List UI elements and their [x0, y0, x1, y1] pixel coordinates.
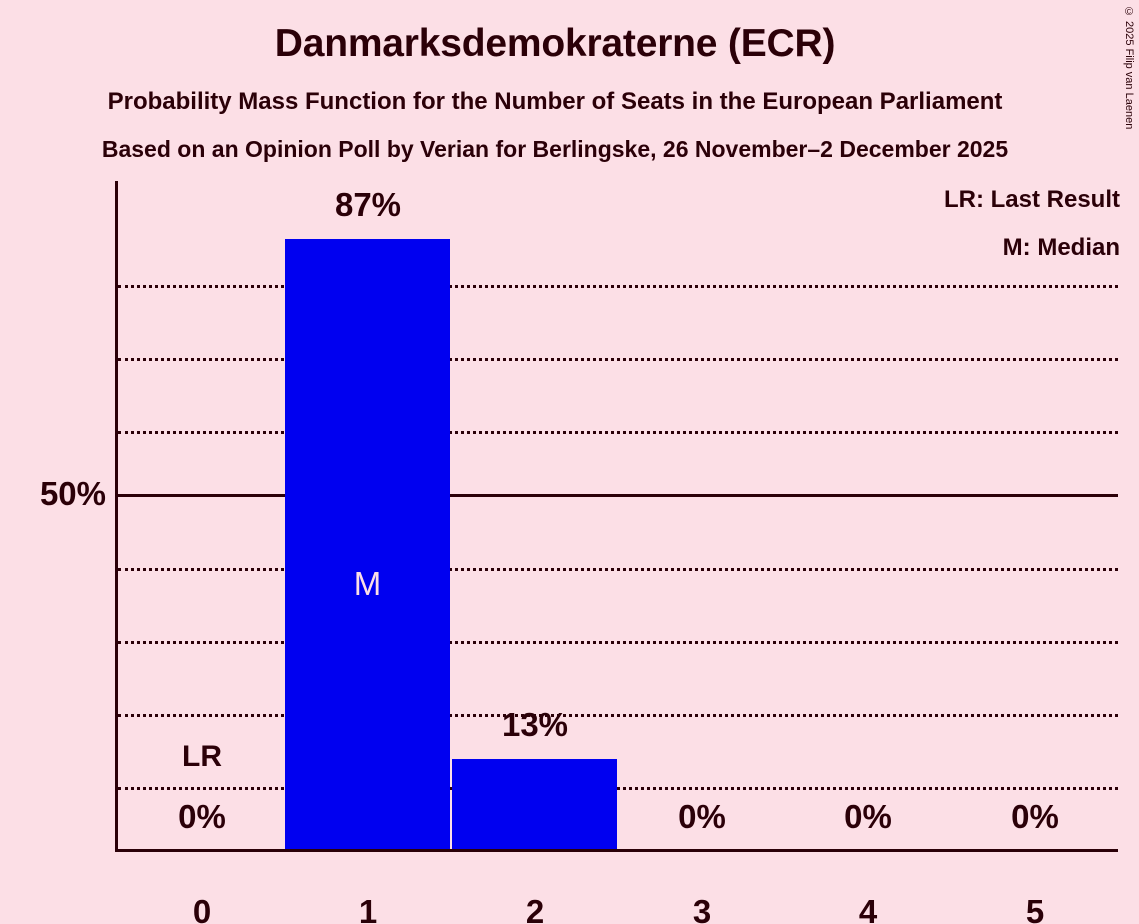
plot-area: M	[115, 181, 1118, 852]
x-tick-5: 5	[1025, 893, 1045, 924]
value-label-seat-0: 0%	[178, 798, 226, 835]
y-axis-tick-label-50: 50%	[39, 475, 106, 512]
gridline-12-5	[118, 714, 1118, 717]
legend-last-result: LR: Last Result	[943, 186, 1120, 213]
x-axis-line	[115, 849, 1118, 852]
value-label-seat-1: 87%	[334, 186, 402, 223]
gridline-50	[118, 494, 1118, 497]
x-tick-3: 3	[692, 893, 712, 924]
page-title: Danmarksdemokraterne (ECR)	[274, 22, 836, 65]
value-label-seat-3: 0%	[678, 798, 726, 835]
chart-source-subtitle: Based on an Opinion Poll by Verian for B…	[101, 136, 1009, 162]
gridline-87-5	[118, 285, 1118, 288]
x-tick-2: 2	[525, 893, 545, 924]
gridline-37-5	[118, 568, 1118, 571]
last-result-marker: LR	[182, 740, 222, 773]
chart-subtitle: Probability Mass Function for the Number…	[107, 88, 1003, 115]
bar-seat-1[interactable]: M	[285, 239, 450, 849]
x-tick-4: 4	[858, 893, 878, 924]
value-label-seat-4: 0%	[844, 798, 892, 835]
gridline-25	[118, 641, 1118, 644]
value-label-seat-5: 0%	[1011, 798, 1059, 835]
gridline-6-25	[118, 787, 1118, 790]
value-label-seat-2: 13%	[501, 706, 569, 743]
x-tick-1: 1	[358, 893, 378, 924]
bar-seat-2[interactable]	[452, 759, 617, 849]
gridline-62-5	[118, 431, 1118, 434]
median-marker: M	[353, 565, 382, 602]
x-tick-0: 0	[192, 893, 212, 924]
gridline-75	[118, 358, 1118, 361]
legend-median: M: Median	[1002, 234, 1120, 261]
y-axis-line	[115, 181, 118, 852]
copyright-notice: © 2025 Filip van Laenen	[1123, 6, 1135, 130]
